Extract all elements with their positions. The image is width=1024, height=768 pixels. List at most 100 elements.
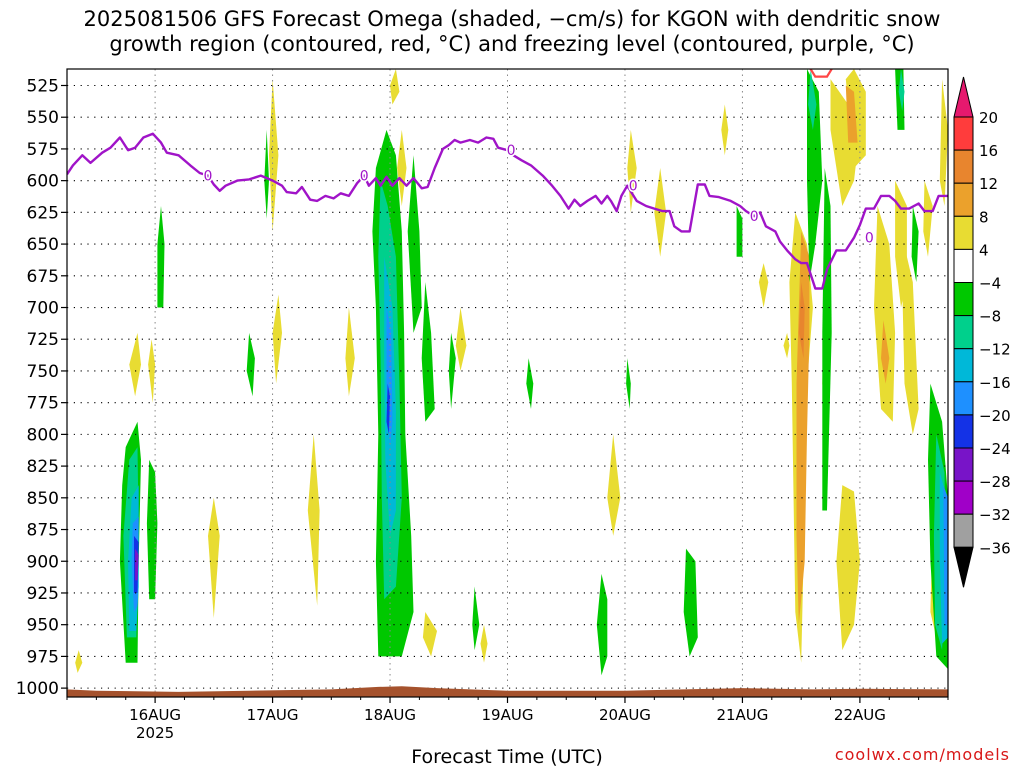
credit-link[interactable]: coolwx.com/models bbox=[834, 745, 1010, 764]
terrain-surface bbox=[67, 686, 948, 697]
freezing-level-label-5: 0 bbox=[865, 231, 874, 247]
x-axis-label: Forecast Time (UTC) bbox=[411, 746, 603, 768]
colorbar-band-10 bbox=[953, 447, 974, 482]
freezing-level-label-2: 0 bbox=[507, 143, 516, 159]
freezing-level-label-0: 0 bbox=[203, 169, 212, 185]
omega-region-51 bbox=[822, 168, 832, 511]
omega-region-23 bbox=[836, 485, 860, 651]
time-axis: 16AUG 17AUG 18AUG 19AUG 20AUG 21AUG 22AUG 2025 bbox=[66, 697, 949, 742]
x-tick-label-22AUG: 22AUG bbox=[834, 706, 886, 724]
omega-region-44 bbox=[472, 586, 480, 651]
colorbar-label-5: −4 bbox=[979, 275, 1001, 293]
colorbar-band-4 bbox=[953, 248, 974, 283]
omega-region-64 bbox=[386, 307, 393, 448]
omega-region-67 bbox=[386, 383, 390, 435]
y-tick-label-800: 800 bbox=[27, 425, 59, 445]
y-tick-label-925: 925 bbox=[27, 584, 59, 604]
omega-region-49 bbox=[736, 206, 743, 257]
colorbar-label-4: 4 bbox=[979, 241, 989, 259]
x-tick-label-17AUG: 17AUG bbox=[247, 706, 299, 724]
y-tick-label-950: 950 bbox=[27, 616, 59, 636]
omega-region-9 bbox=[397, 129, 407, 206]
y-tick-label-700: 700 bbox=[27, 299, 59, 319]
y-tick-label-900: 900 bbox=[27, 552, 59, 572]
freezing-level-line bbox=[67, 132, 948, 290]
colorbar-label-3: 8 bbox=[979, 208, 989, 226]
colorbar-band-8 bbox=[953, 381, 974, 416]
y-tick-label-600: 600 bbox=[27, 172, 59, 192]
colorbar-label-13: −36 bbox=[979, 539, 1011, 557]
colorbar-band-12 bbox=[953, 513, 974, 548]
colorbar-label-9: −20 bbox=[979, 407, 1011, 425]
colorbar-band-1 bbox=[953, 149, 974, 184]
y-tick-label-875: 875 bbox=[27, 521, 59, 541]
y-tick-label-750: 750 bbox=[27, 362, 59, 382]
omega-region-3 bbox=[307, 434, 320, 606]
omega-region-47 bbox=[626, 358, 631, 409]
colorbar-bottom-arrow bbox=[953, 546, 974, 588]
y-tick-label-775: 775 bbox=[27, 394, 59, 414]
y-tick-label-525: 525 bbox=[27, 76, 59, 96]
omega-region-15 bbox=[654, 168, 667, 257]
omega-region-38 bbox=[246, 332, 255, 397]
omega-colorbar: 20 16 12 8 4 −4 −8 −12 −16 −20 −24 −28 −32 −36 bbox=[953, 76, 1011, 588]
x-tick-label-19AUG: 19AUG bbox=[482, 706, 534, 724]
omega-region-2 bbox=[75, 650, 83, 673]
omega-region-37 bbox=[157, 206, 165, 308]
colorbar-label-11: −28 bbox=[979, 473, 1011, 491]
omega-region-45 bbox=[526, 358, 534, 409]
omega-region-7 bbox=[345, 307, 355, 397]
x-tick-label-16AUG: 16AUG bbox=[129, 706, 181, 724]
omega-region-13 bbox=[607, 434, 621, 536]
dendritic-growth-contours bbox=[809, 69, 833, 78]
y-tick-label-550: 550 bbox=[27, 108, 59, 128]
freezing-level-label-3: 0 bbox=[629, 179, 638, 195]
x-year-label: 2025 bbox=[136, 724, 174, 742]
omega-region-17 bbox=[758, 263, 769, 308]
dendritic-contour-0 bbox=[809, 69, 833, 78]
omega-region-48 bbox=[683, 548, 698, 657]
omega-region-12 bbox=[480, 624, 488, 663]
omega-region-1 bbox=[148, 339, 156, 403]
colorbar-band-7 bbox=[953, 348, 974, 383]
omega-region-5 bbox=[269, 79, 279, 232]
omega-region-34 bbox=[798, 282, 805, 359]
omega-region-65 bbox=[943, 485, 948, 625]
omega-region-18 bbox=[783, 332, 790, 359]
omega-region-21 bbox=[830, 79, 860, 206]
omega-region-24 bbox=[874, 206, 896, 422]
omega-region-53 bbox=[911, 206, 919, 283]
y-tick-label-675: 675 bbox=[27, 267, 59, 287]
y-tick-label-650: 650 bbox=[27, 235, 59, 255]
colorbar-label-0: 20 bbox=[979, 109, 998, 127]
colorbar-label-2: 12 bbox=[979, 175, 998, 193]
omega-region-50 bbox=[807, 69, 823, 283]
omega-region-27 bbox=[923, 180, 933, 257]
y-tick-label-725: 725 bbox=[27, 330, 59, 350]
omega-region-68 bbox=[135, 548, 139, 581]
colorbar-label-1: 16 bbox=[979, 142, 998, 160]
freezing-level-contour: 0 0 0 0 0 0 bbox=[67, 132, 948, 290]
y-tick-label-975: 975 bbox=[27, 647, 59, 667]
colorbar-band-6 bbox=[953, 315, 974, 350]
y-tick-label-825: 825 bbox=[27, 457, 59, 477]
omega-region-16 bbox=[721, 104, 729, 156]
omega-region-28 bbox=[939, 79, 948, 206]
chart-title-line-1: 2025081506 GFS Forecast Omega (shaded, −… bbox=[83, 7, 941, 31]
y-tick-label-575: 575 bbox=[27, 140, 59, 160]
colorbar-band-0 bbox=[953, 116, 974, 151]
colorbar-label-12: −32 bbox=[979, 506, 1011, 524]
x-tick-label-18AUG: 18AUG bbox=[364, 706, 416, 724]
colorbar-label-7: −12 bbox=[979, 341, 1011, 359]
omega-region-31 bbox=[845, 85, 858, 143]
omega-region-0 bbox=[129, 332, 141, 397]
omega-region-11 bbox=[455, 307, 467, 371]
omega-region-32 bbox=[881, 320, 890, 384]
omega-region-10 bbox=[422, 612, 437, 657]
omega-region-8 bbox=[390, 69, 400, 105]
y-tick-label-1000: 1000 bbox=[16, 679, 59, 699]
colorbar-band-9 bbox=[953, 414, 974, 449]
freezing-level-label-1: 0 bbox=[360, 169, 369, 185]
colorbar-band-2 bbox=[953, 182, 974, 217]
